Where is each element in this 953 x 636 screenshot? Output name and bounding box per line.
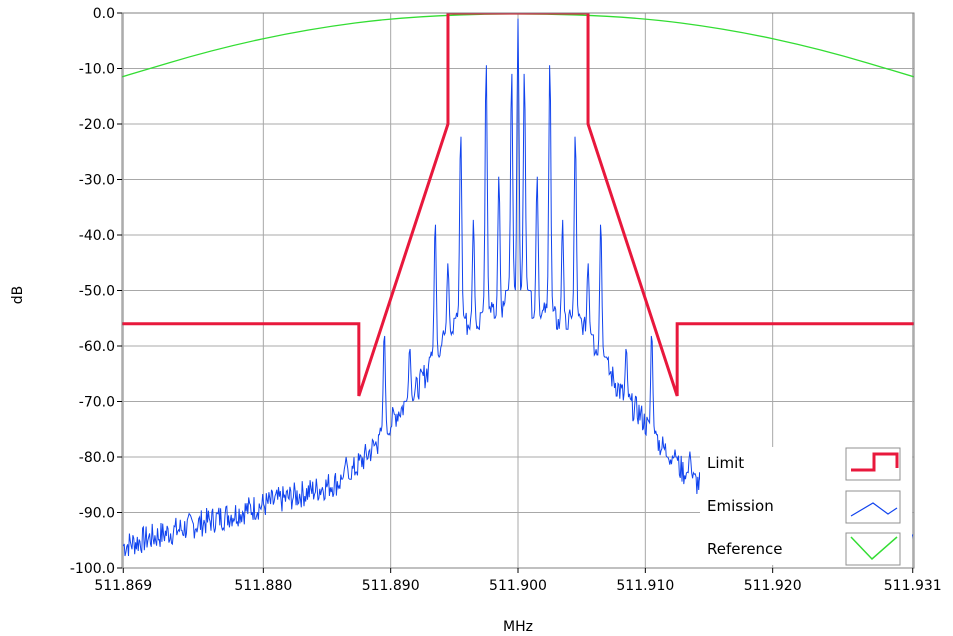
x-tick-label: 511.890: [362, 578, 420, 594]
x-tick-label: 511.880: [234, 578, 292, 594]
x-tick-label: 511.900: [489, 578, 547, 594]
y-tick-label: -90.0: [79, 506, 115, 522]
y-tick-label: -10.0: [79, 62, 115, 78]
legend-swatch-frame-reference: [845, 532, 901, 566]
y-axis: 0.0 -10.0 -20.0 -30.0 -40.0 -50.0 -60.0 -70.0 -8…: [70, 6, 122, 577]
y-tick-label: -40.0: [79, 228, 115, 244]
x-tick-label: 511.869: [94, 578, 152, 594]
legend-label-reference: Reference: [707, 540, 783, 558]
y-tick-label: -80.0: [79, 450, 115, 466]
y-tick-label: -100.0: [70, 561, 115, 577]
x-tick-label: 511.910: [616, 578, 674, 594]
y-tick-label: 0.0: [93, 6, 115, 22]
legend-swatch-emission: [850, 502, 898, 517]
y-axis-title: dB: [10, 286, 26, 305]
series-line-limit: [122, 13, 914, 397]
legend-swatch-reference: [850, 536, 898, 561]
y-tick-label: -30.0: [79, 173, 115, 189]
y-tick-label: -20.0: [79, 117, 115, 133]
x-axis: 511.869 511.880 511.890 511.900 511.910 511.9…: [94, 568, 942, 594]
legend-label-limit: Limit: [707, 454, 744, 472]
x-tick-label: 511.931: [884, 578, 942, 594]
y-tick-label: -70.0: [79, 395, 115, 411]
x-axis-title: MHz: [503, 619, 533, 635]
legend: Limit Emission Reference: [700, 447, 912, 566]
y-tick-label: -60.0: [79, 339, 115, 355]
y-tick-label: -50.0: [79, 284, 115, 300]
legend-swatch-frame-emission: [845, 490, 901, 524]
x-tick-label: 511.920: [744, 578, 802, 594]
legend-swatch-limit: [851, 452, 899, 472]
legend-label-emission: Emission: [707, 497, 774, 515]
